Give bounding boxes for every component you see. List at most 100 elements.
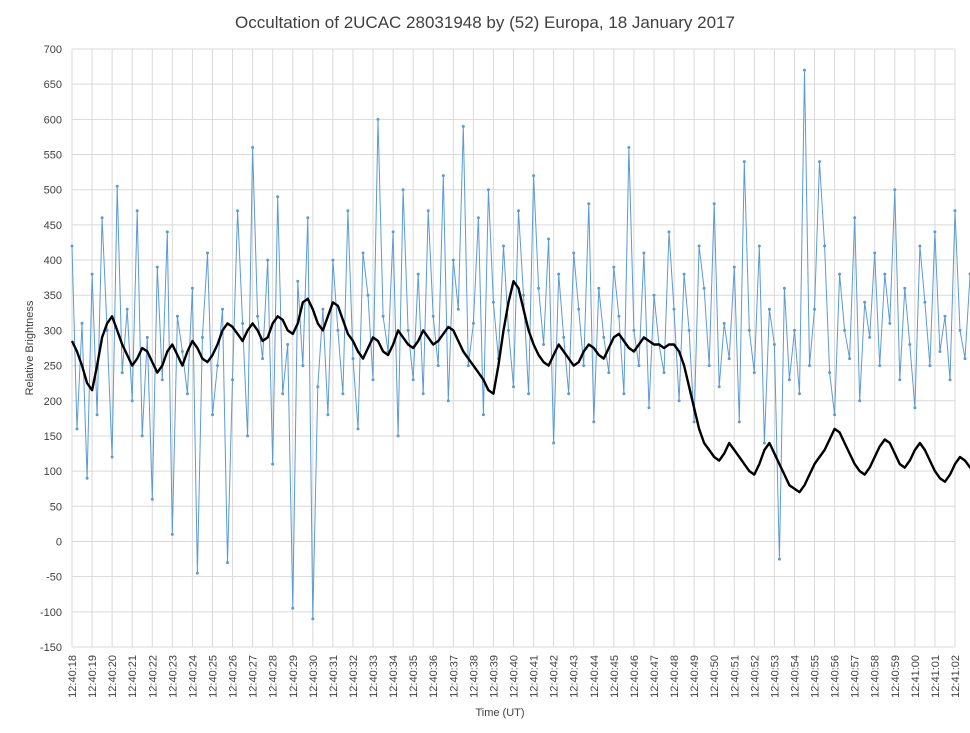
data-point — [136, 209, 139, 212]
data-point — [512, 385, 515, 388]
x-tick-label: 12:41:00 — [910, 655, 922, 698]
y-tick-label: 0 — [56, 536, 62, 548]
data-point — [96, 413, 99, 416]
data-point — [291, 607, 294, 610]
y-tick-label: -150 — [40, 642, 62, 654]
x-tick-label: 12:40:19 — [87, 655, 99, 698]
data-point — [402, 188, 405, 191]
data-point — [693, 420, 696, 423]
data-point — [748, 329, 751, 332]
data-point — [226, 561, 229, 564]
data-point — [773, 343, 776, 346]
y-tick-label: 500 — [44, 185, 62, 197]
data-point — [688, 329, 691, 332]
data-point — [833, 413, 836, 416]
data-point — [798, 392, 801, 395]
data-point — [462, 125, 465, 128]
data-point — [663, 371, 666, 374]
x-tick-label: 12:40:47 — [649, 655, 661, 698]
x-tick-label: 12:40:46 — [629, 655, 641, 698]
x-tick-label: 12:40:25 — [207, 655, 219, 698]
data-point — [557, 273, 560, 276]
data-point — [648, 406, 651, 409]
data-point — [156, 266, 159, 269]
x-tick-label: 12:41:02 — [950, 655, 962, 698]
x-tick-label: 12:40:40 — [509, 655, 521, 698]
data-point — [377, 118, 380, 121]
data-point — [959, 329, 962, 332]
data-point — [211, 413, 214, 416]
data-point — [111, 456, 114, 459]
data-point — [191, 287, 194, 290]
data-point — [602, 336, 605, 339]
data-point — [176, 315, 179, 318]
data-point — [216, 364, 219, 367]
data-point — [577, 308, 580, 311]
data-point — [321, 308, 324, 311]
x-tick-label: 12:40:45 — [609, 655, 621, 698]
x-tick-label: 12:40:57 — [850, 655, 862, 698]
x-tick-label: 12:40:48 — [669, 655, 681, 698]
data-point — [221, 308, 224, 311]
y-tick-label: 150 — [44, 431, 62, 443]
x-tick-label: 12:40:39 — [488, 655, 500, 698]
data-point — [838, 273, 841, 276]
data-point — [818, 160, 821, 163]
x-tick-label: 12:40:53 — [769, 655, 781, 698]
data-point — [537, 287, 540, 290]
data-point — [607, 371, 610, 374]
data-point — [502, 245, 505, 248]
data-point — [547, 238, 550, 241]
data-point — [71, 245, 74, 248]
data-point — [572, 252, 575, 255]
data-point — [432, 315, 435, 318]
data-point — [91, 273, 94, 276]
data-point — [828, 371, 831, 374]
data-point — [301, 364, 304, 367]
x-tick-label: 12:40:54 — [789, 655, 801, 698]
x-tick-label: 12:40:55 — [810, 655, 822, 698]
data-point — [653, 294, 656, 297]
data-point — [236, 209, 239, 212]
data-point — [246, 434, 249, 437]
data-point — [964, 357, 967, 360]
data-point — [913, 406, 916, 409]
data-point — [612, 266, 615, 269]
data-point — [467, 364, 470, 367]
data-point — [161, 378, 164, 381]
x-tick-label: 12:40:18 — [67, 655, 79, 698]
x-tick-label: 12:40:38 — [468, 655, 480, 698]
data-point — [698, 245, 701, 248]
x-tick-label: 12:40:44 — [589, 655, 601, 698]
data-point — [637, 364, 640, 367]
data-point — [703, 287, 706, 290]
x-tick-label: 12:40:33 — [368, 655, 380, 698]
data-point — [763, 442, 766, 445]
data-point — [326, 413, 329, 416]
data-point — [437, 364, 440, 367]
data-point — [863, 301, 866, 304]
data-point — [166, 230, 169, 233]
data-point — [597, 287, 600, 290]
data-point — [552, 442, 555, 445]
data-point — [758, 245, 761, 248]
data-point — [718, 385, 721, 388]
data-point — [517, 209, 520, 212]
data-point — [336, 329, 339, 332]
x-tick-label: 12:40:24 — [187, 655, 199, 698]
x-tick-label: 12:40:43 — [569, 655, 581, 698]
data-point — [949, 378, 952, 381]
data-point — [417, 273, 420, 276]
y-tick-label: -100 — [40, 607, 62, 619]
data-point — [271, 463, 274, 466]
data-point — [873, 252, 876, 255]
data-point — [372, 378, 375, 381]
data-point — [492, 301, 495, 304]
data-point — [878, 364, 881, 367]
data-point — [382, 315, 385, 318]
data-point — [442, 174, 445, 177]
x-tick-label: 12:40:52 — [749, 655, 761, 698]
x-tick-label: 12:40:34 — [388, 655, 400, 698]
